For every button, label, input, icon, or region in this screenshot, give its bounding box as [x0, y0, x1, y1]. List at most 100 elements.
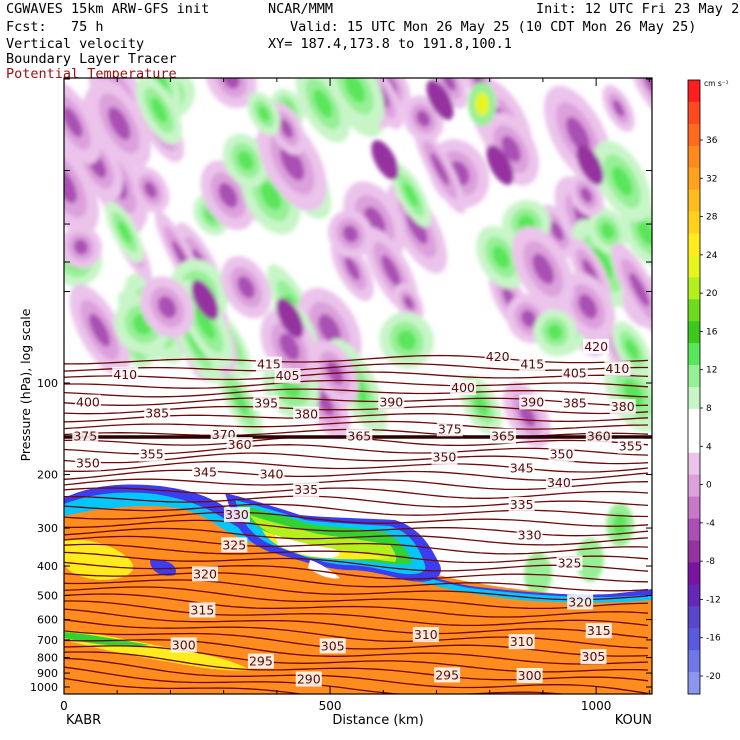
theta-contour-label: 335 — [510, 497, 534, 512]
y-tick-label: 200 — [37, 469, 58, 482]
y-tick-label: 400 — [37, 560, 58, 573]
colorbar-swatch — [688, 628, 700, 651]
colorbar-swatch — [688, 343, 700, 366]
theta-contour-label: 405 — [276, 368, 300, 383]
y-tick-label: 700 — [37, 634, 58, 647]
y-tick-label: 500 — [37, 589, 58, 602]
theta-contour-label: 365 — [491, 429, 515, 444]
colorbar-swatch — [688, 672, 700, 695]
colorbar-swatch — [688, 123, 700, 147]
theta-contour-label: 350 — [76, 456, 100, 471]
colorbar-tick-label: 36 — [706, 136, 718, 146]
theta-contour-label: 320 — [193, 566, 217, 581]
theta-contour-label: 360 — [587, 429, 611, 444]
colorbar-swatch — [688, 387, 700, 410]
colorbar-tick-label: 28 — [706, 213, 718, 223]
theta-contour-label: 330 — [518, 528, 542, 543]
colorbar-tick-label: -4 — [706, 519, 715, 529]
y-tick-label: 300 — [37, 522, 58, 535]
colorbar-swatch — [688, 321, 700, 344]
colorbar-units: cm s⁻¹ — [704, 79, 729, 88]
organization-label: NCAR/MMM — [268, 1, 334, 17]
theta-contour-label: 325 — [222, 537, 246, 552]
colorbar-swatch — [688, 299, 700, 322]
theta-contour-label: 300 — [518, 668, 542, 683]
theta-contour-label: 300 — [172, 637, 196, 652]
init-time: Init: 12 UTC Fri 23 May 25 — [536, 1, 740, 17]
colorbar-tick-label: -12 — [706, 595, 721, 605]
colorbar-swatch — [688, 365, 700, 388]
theta-contour-label: 350 — [550, 447, 574, 462]
theta-contour-label: 410 — [113, 367, 137, 382]
theta-contour-label: 355 — [140, 447, 164, 462]
colorbar-swatch — [688, 101, 700, 125]
theta-contour-label: 405 — [563, 365, 587, 380]
theta-contour-label: 415 — [257, 357, 281, 372]
valid-time: Valid: 15 UTC Mon 26 May 25 (10 CDT Mon … — [290, 19, 697, 35]
y-tick-label: 800 — [37, 652, 58, 665]
colorbar-tick-label: 4 — [706, 442, 712, 452]
theta-contour-label: 355 — [619, 439, 643, 454]
theta-contour-label: 295 — [435, 667, 459, 682]
theta-contour-label: 315 — [190, 602, 214, 617]
colorbar-swatch — [688, 80, 700, 103]
theta-contour-label: 375 — [73, 429, 97, 444]
colorbar-swatch — [688, 189, 700, 213]
right-station-label: KOUN — [615, 713, 652, 728]
colorbar-tick-label: 24 — [706, 251, 718, 261]
colorbar-swatch — [688, 408, 700, 432]
cross-section-endpoints: XY= 187.4,173.8 to 191.8,100.1 — [268, 36, 512, 52]
theta-contour-label: 390 — [379, 395, 403, 410]
colorbar-tick-label: -20 — [706, 672, 721, 682]
plot-frame — [63, 77, 653, 695]
colorbar-tick-label: 12 — [706, 366, 717, 376]
theta-contour-label: 400 — [76, 395, 100, 410]
theta-contour-label: 340 — [547, 475, 571, 490]
y-tick-label: 900 — [37, 667, 58, 680]
field-label-boundary-layer-tracer: Boundary Layer Tracer — [6, 51, 177, 67]
theta-contour-label: 310 — [414, 627, 438, 642]
colorbar-tick-label: 32 — [706, 174, 717, 184]
theta-contour-label: 385 — [563, 396, 587, 411]
colorbar-swatch — [688, 606, 700, 629]
colorbar-tick-label: 20 — [706, 289, 718, 299]
theta-contour-label: 345 — [193, 465, 217, 480]
colorbar-swatch — [688, 233, 700, 256]
forecast-hour: Fcst: 75 h — [6, 19, 104, 35]
theta-contour-label: 360 — [228, 437, 252, 452]
colorbar-tick-label: 0 — [706, 481, 712, 491]
theta-contour-label: 390 — [520, 395, 544, 410]
theta-contour-label: 385 — [145, 406, 169, 421]
x-tick-label: 0 — [60, 699, 68, 713]
colorbar-swatch — [688, 211, 700, 234]
theta-contour-label: 325 — [558, 555, 582, 570]
theta-contour-label: 380 — [611, 399, 635, 414]
theta-contour-label: 375 — [438, 421, 462, 436]
shaded-fields: 420 420 415 415 410 410 405 405 400 400 395 390 390 3… — [64, 78, 652, 694]
colorbar-swatch — [688, 496, 700, 520]
theta-contour-label: 335 — [294, 482, 318, 497]
theta-contour-label: 330 — [225, 507, 249, 522]
theta-contour-label: 380 — [294, 407, 318, 422]
x-tick-label: 1000 — [581, 699, 612, 713]
model-title: CGWAVES 15km ARW-GFS init — [6, 1, 210, 17]
colorbar-swatch — [688, 474, 700, 498]
colorbar-swatch — [688, 452, 700, 476]
colorbar-swatch — [688, 145, 700, 169]
y-tick-label: 1000 — [30, 681, 58, 694]
colorbar-tick-label: 16 — [706, 327, 718, 337]
colorbar-swatch — [688, 650, 700, 673]
theta-contour-label: 295 — [249, 654, 273, 669]
x-axis: 0 500 1000 — [60, 78, 650, 713]
theta-contour-label: 410 — [605, 361, 629, 376]
colorbar-swatch — [688, 167, 700, 191]
x-axis-title: Distance (km) — [332, 713, 423, 728]
theta-contour-label: 415 — [520, 357, 544, 372]
colorbar-tick-label: 8 — [706, 404, 712, 414]
colorbar-tick-label: -8 — [706, 557, 715, 567]
y-tick-label: 100 — [37, 377, 58, 390]
theta-contour-label: 290 — [297, 672, 321, 687]
theta-contour-label: 340 — [260, 467, 284, 482]
